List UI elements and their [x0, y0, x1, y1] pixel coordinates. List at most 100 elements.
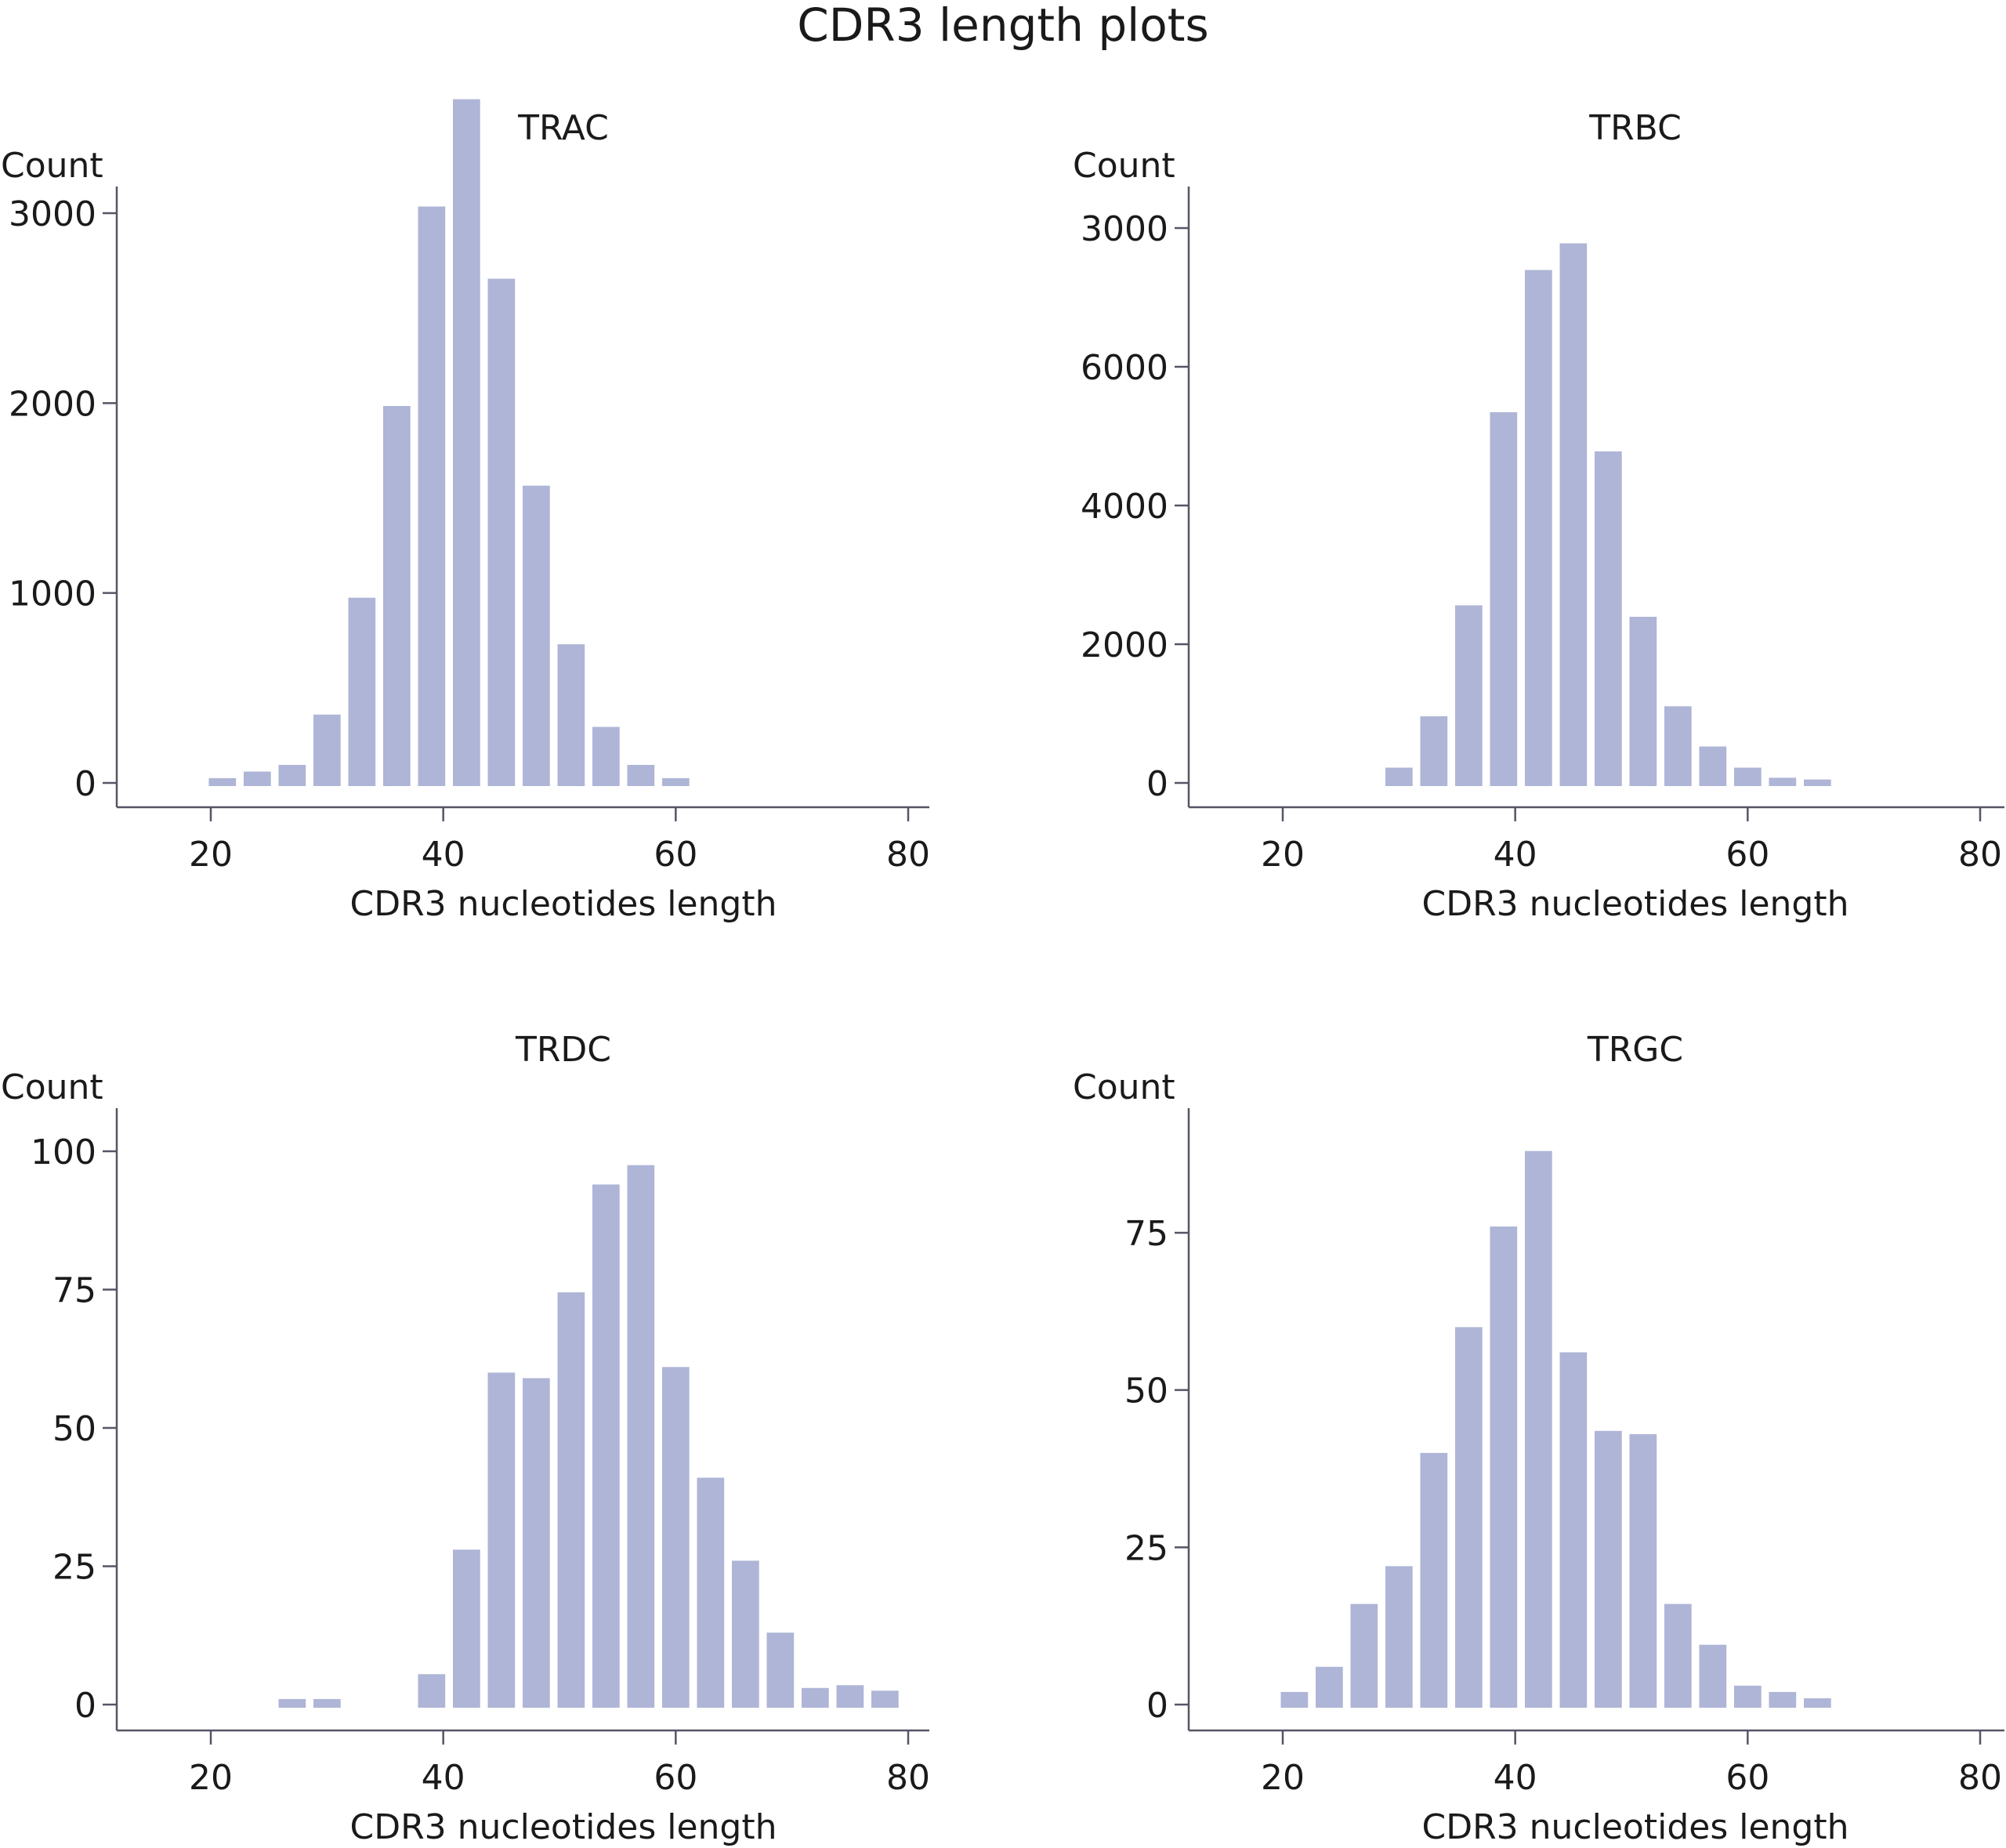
histogram-bar — [313, 1698, 341, 1708]
histogram-bar — [1769, 1691, 1797, 1708]
histogram-bar — [453, 1549, 480, 1708]
histogram-bar — [766, 1632, 795, 1708]
histogram-bar — [1699, 1644, 1727, 1708]
panel-title: TRAC — [517, 108, 609, 148]
histogram-bar — [1769, 777, 1797, 786]
histogram-bar — [313, 714, 341, 786]
histogram-bar — [802, 1687, 829, 1708]
y-tick-label: 75 — [53, 1271, 96, 1311]
histogram-bar — [1455, 605, 1483, 786]
histogram-bar — [627, 1165, 655, 1708]
y-tick-label: 100 — [31, 1132, 96, 1172]
x-axis-title: CDR3 nucleotides length — [350, 1807, 777, 1847]
x-tick-label: 20 — [189, 835, 233, 875]
x-tick-label: 40 — [1494, 1758, 1537, 1798]
y-tick-label: 6000 — [1081, 348, 1168, 388]
histogram-bar — [557, 644, 585, 786]
y-axis-title: Count — [1073, 1067, 1175, 1107]
x-axis-title: CDR3 nucleotides length — [350, 884, 777, 924]
y-tick-label: 25 — [53, 1548, 96, 1588]
x-tick-label: 20 — [1261, 835, 1305, 875]
histogram-bar — [1804, 1698, 1831, 1708]
y-tick-label: 25 — [1124, 1528, 1168, 1568]
histogram-bar — [1595, 451, 1622, 786]
histogram-bar — [418, 206, 446, 786]
x-tick-label: 60 — [654, 835, 697, 875]
y-tick-label: 50 — [1124, 1372, 1168, 1411]
histogram-bar — [1734, 767, 1762, 786]
panel-title: TRGC — [1587, 1030, 1683, 1070]
histogram-bar — [592, 727, 620, 786]
histogram-bar — [1525, 270, 1552, 786]
x-tick-label: 80 — [886, 835, 930, 875]
x-tick-label: 80 — [886, 1758, 930, 1798]
histogram-bar — [523, 1378, 550, 1708]
y-tick-label: 2000 — [1081, 625, 1168, 665]
histogram-bar — [1385, 767, 1413, 786]
histogram-bar — [592, 1184, 620, 1708]
histogram-bar — [1595, 1430, 1622, 1708]
histogram-bar — [732, 1560, 759, 1708]
histogram-bar — [244, 771, 271, 786]
x-tick-label: 40 — [422, 835, 465, 875]
histogram-bar — [1350, 1603, 1378, 1708]
x-tick-label: 20 — [1261, 1758, 1305, 1798]
x-tick-label: 80 — [1958, 1758, 2002, 1798]
histogram-bar — [487, 278, 516, 787]
histogram-bar — [208, 777, 237, 786]
histogram-bar — [871, 1690, 899, 1708]
histogram-bar — [1490, 412, 1518, 786]
histogram-bar — [418, 1674, 446, 1708]
histogram-bar — [1420, 716, 1448, 786]
y-tick-label: 3000 — [1081, 209, 1168, 249]
histogram-bar — [1699, 746, 1727, 786]
histogram-bar — [1525, 1150, 1552, 1708]
histogram-bar — [1734, 1685, 1762, 1708]
histogram-bar — [662, 777, 690, 786]
y-tick-label: 0 — [74, 1686, 96, 1726]
histogram-bar — [1490, 1227, 1518, 1708]
histogram-bar — [453, 99, 480, 787]
histogram-bar — [278, 1698, 306, 1708]
x-tick-label: 40 — [422, 1758, 465, 1798]
figure-title: CDR3 length plots — [797, 0, 1209, 52]
histogram-bar — [627, 765, 655, 786]
y-tick-label: 3000 — [9, 194, 96, 234]
histogram-bar — [1280, 1691, 1309, 1708]
histogram-bar — [487, 1372, 516, 1708]
y-tick-label: 0 — [74, 764, 96, 804]
histogram-bar — [557, 1292, 585, 1708]
histogram-bar — [1455, 1327, 1483, 1708]
histogram-bar — [1385, 1566, 1413, 1708]
histogram-bar — [1629, 617, 1657, 786]
x-tick-label: 60 — [1725, 1758, 1769, 1798]
histogram-bar — [523, 485, 550, 786]
y-tick-label: 0 — [1146, 764, 1168, 804]
y-tick-label: 75 — [1124, 1214, 1168, 1254]
panel-title: TRBC — [1588, 108, 1682, 148]
histogram-bar — [1629, 1433, 1657, 1708]
histogram-bar — [1316, 1666, 1343, 1708]
y-axis-title: Count — [1073, 146, 1175, 186]
x-axis-title: CDR3 nucleotides length — [1422, 1807, 1849, 1847]
histogram-bar — [278, 765, 306, 786]
x-tick-label: 20 — [189, 1758, 233, 1798]
histogram-bar — [383, 406, 411, 786]
x-tick-label: 80 — [1958, 835, 2002, 875]
histogram-bar — [1420, 1452, 1448, 1708]
panel-title: TRDC — [515, 1030, 611, 1070]
histogram-bar — [836, 1685, 864, 1708]
x-tick-label: 60 — [654, 1758, 697, 1798]
y-axis-title: Count — [1, 146, 103, 186]
y-tick-label: 1000 — [9, 574, 96, 614]
histogram-bar — [1664, 706, 1692, 786]
y-tick-label: 2000 — [9, 384, 96, 424]
y-tick-label: 4000 — [1081, 487, 1168, 527]
y-axis-title: Count — [1, 1067, 103, 1107]
x-tick-label: 40 — [1494, 835, 1537, 875]
histogram-bar — [1559, 243, 1588, 786]
y-tick-label: 0 — [1146, 1686, 1168, 1726]
histogram-bar — [697, 1477, 725, 1708]
histogram-bar — [662, 1367, 690, 1708]
